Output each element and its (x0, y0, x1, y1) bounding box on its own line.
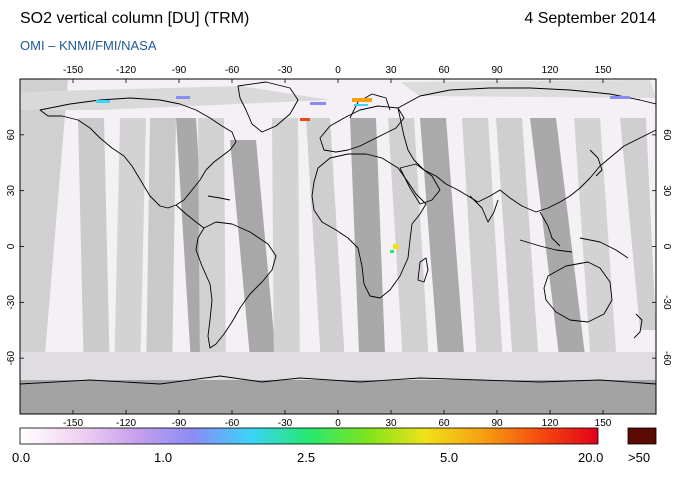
colorbar-overflow (627, 427, 657, 445)
lat-tick-label: 60 (661, 129, 672, 141)
lat-axis-right: 60 30 0 -30 -60 (652, 129, 672, 366)
lat-tick-label: 0 (661, 244, 672, 250)
lat-axis-left: 60 30 0 -30 -60 (6, 129, 24, 366)
lon-tick-label: 30 (385, 418, 397, 429)
lat-tick-label: -60 (661, 351, 672, 366)
polar-region-south (20, 380, 656, 414)
lon-tick-label: 30 (385, 65, 397, 76)
lon-axis-bottom: -150 -120 -90 -60 -30 0 30 60 90 120 150 (63, 410, 612, 429)
lon-tick-label: -150 (63, 65, 83, 76)
map-title: SO2 vertical column [DU] (TRM) (20, 10, 250, 27)
lon-tick-label: -30 (278, 65, 293, 76)
lat-tick-label: -30 (661, 295, 672, 310)
coastlines (20, 81, 656, 385)
lon-tick-label: 150 (595, 418, 612, 429)
colorbar-label-3: 5.0 (440, 450, 459, 465)
colorbar-overflow-label: >50 (628, 450, 651, 465)
colorbar-label-2: 2.5 (297, 450, 316, 465)
lon-tick-label: -150 (63, 418, 83, 429)
colorbar-label-1: 1.0 (154, 450, 173, 465)
lon-tick-label: 150 (595, 65, 612, 76)
lat-tick-label: -30 (6, 295, 17, 310)
lat-tick-label: 60 (6, 129, 17, 141)
lat-tick-label: 30 (661, 185, 672, 197)
colorbar-label-0: 0.0 (12, 450, 31, 465)
lon-tick-label: 90 (491, 418, 503, 429)
so2-features (96, 96, 630, 253)
lon-tick-label: -90 (172, 65, 187, 76)
lat-tick-label: 30 (6, 185, 17, 197)
lat-tick-label: -60 (6, 351, 17, 366)
lon-tick-label: -90 (172, 418, 187, 429)
colorbar (19, 427, 599, 445)
lon-tick-label: 90 (491, 65, 503, 76)
data-credit: OMI – KNMI/FMI/NASA (20, 38, 157, 53)
lon-tick-label: -60 (225, 418, 240, 429)
lon-tick-label: 60 (438, 418, 450, 429)
lon-tick-label: -120 (116, 65, 136, 76)
lon-tick-label: 120 (542, 418, 559, 429)
colorbar-label-4: 20.0 (578, 450, 604, 465)
lon-tick-label: -120 (116, 418, 136, 429)
lon-tick-label: -30 (278, 418, 293, 429)
lon-tick-label: 120 (542, 65, 559, 76)
lon-axis-top: -150 -120 -90 -60 -30 0 30 60 90 120 150 (63, 65, 612, 83)
lon-tick-label: 0 (335, 418, 341, 429)
map-date: 4 September 2014 (524, 10, 656, 27)
lon-tick-label: 60 (438, 65, 450, 76)
lon-tick-label: 0 (335, 65, 341, 76)
orbit-swaths (20, 79, 656, 414)
lon-tick-label: -60 (225, 65, 240, 76)
lat-tick-label: 0 (6, 243, 17, 249)
